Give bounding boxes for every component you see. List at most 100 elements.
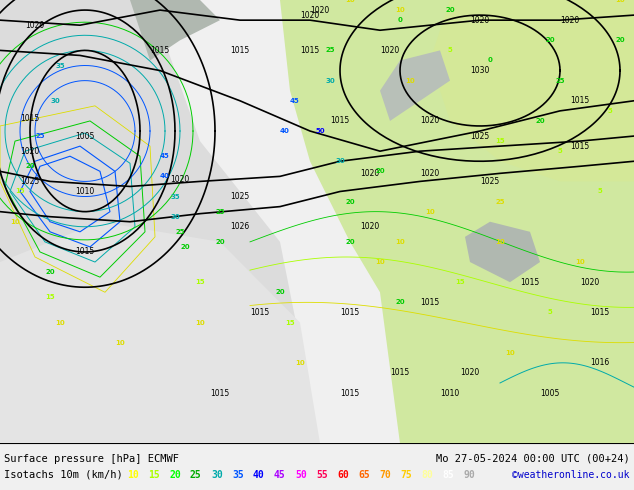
- Text: 40: 40: [253, 470, 265, 480]
- Text: 20: 20: [345, 198, 355, 204]
- Text: 30: 30: [170, 214, 180, 220]
- Text: 80: 80: [421, 470, 433, 480]
- Text: 35: 35: [170, 194, 180, 199]
- Text: 10: 10: [405, 77, 415, 84]
- Text: 1015: 1015: [420, 298, 439, 307]
- Text: 15: 15: [195, 279, 205, 285]
- Text: 1015: 1015: [230, 46, 250, 55]
- Text: 10: 10: [495, 239, 505, 245]
- Text: 1020: 1020: [470, 16, 489, 24]
- Text: 1020: 1020: [380, 46, 399, 55]
- Text: 5: 5: [607, 108, 612, 114]
- Text: 1015: 1015: [20, 115, 39, 123]
- Text: 85: 85: [442, 470, 454, 480]
- Text: 0: 0: [488, 57, 493, 64]
- Text: 1020: 1020: [360, 222, 380, 231]
- Text: 35: 35: [55, 63, 65, 69]
- Text: 25: 25: [175, 229, 184, 235]
- Text: 1015: 1015: [250, 308, 269, 317]
- Polygon shape: [430, 0, 634, 181]
- Text: 90: 90: [463, 470, 475, 480]
- Text: 40: 40: [280, 128, 290, 134]
- Text: 10: 10: [127, 470, 139, 480]
- Text: 45: 45: [274, 470, 286, 480]
- Text: 1015: 1015: [571, 142, 590, 150]
- Text: 70: 70: [379, 470, 391, 480]
- Text: 1005: 1005: [540, 389, 560, 397]
- Text: 10: 10: [55, 319, 65, 325]
- Text: 20: 20: [375, 169, 385, 174]
- Text: 5: 5: [448, 48, 453, 53]
- Text: 1020: 1020: [25, 21, 44, 30]
- Text: 1020: 1020: [171, 175, 190, 184]
- Text: 10: 10: [195, 319, 205, 325]
- Text: 20: 20: [545, 37, 555, 43]
- Text: 25: 25: [190, 470, 202, 480]
- Text: 5: 5: [598, 189, 602, 195]
- Text: 10: 10: [395, 7, 405, 13]
- Text: 10: 10: [10, 219, 20, 225]
- Text: 10: 10: [115, 340, 125, 345]
- Polygon shape: [280, 0, 634, 443]
- Text: 1015: 1015: [340, 389, 359, 397]
- Text: 1020: 1020: [420, 169, 439, 178]
- Text: 75: 75: [400, 470, 411, 480]
- Text: 40: 40: [160, 173, 170, 179]
- Text: 10: 10: [615, 0, 625, 3]
- Text: 25: 25: [216, 209, 224, 215]
- Text: 50: 50: [295, 470, 307, 480]
- Text: 1026: 1026: [230, 222, 250, 231]
- Text: 20: 20: [169, 470, 181, 480]
- Text: 1025: 1025: [481, 177, 500, 186]
- Text: 15: 15: [285, 319, 295, 325]
- Text: 1020: 1020: [301, 11, 320, 20]
- Text: 10: 10: [375, 259, 385, 265]
- Text: 10: 10: [505, 350, 515, 356]
- Text: Isotachs 10m (km/h): Isotachs 10m (km/h): [4, 470, 123, 480]
- Text: 0: 0: [398, 17, 403, 23]
- Text: 20: 20: [345, 239, 355, 245]
- Text: 20: 20: [45, 269, 55, 275]
- Text: 1015: 1015: [210, 389, 230, 397]
- Text: 10: 10: [575, 259, 585, 265]
- Text: 1005: 1005: [75, 131, 94, 141]
- Text: 10: 10: [395, 239, 405, 245]
- Text: 1020: 1020: [420, 117, 439, 125]
- Polygon shape: [380, 50, 450, 121]
- Text: 20: 20: [180, 244, 190, 250]
- Text: 20: 20: [25, 163, 35, 169]
- Text: 30: 30: [325, 77, 335, 84]
- Text: 15: 15: [455, 279, 465, 285]
- Polygon shape: [0, 222, 320, 443]
- Text: 1020: 1020: [460, 368, 480, 377]
- Text: 1020: 1020: [580, 278, 600, 287]
- Text: 25: 25: [36, 133, 45, 139]
- Text: 1015: 1015: [340, 308, 359, 317]
- Text: 1030: 1030: [470, 66, 489, 75]
- Text: 45: 45: [290, 98, 300, 104]
- Text: 10: 10: [425, 209, 435, 215]
- Text: 1010: 1010: [75, 187, 94, 196]
- Text: Surface pressure [hPa] ECMWF: Surface pressure [hPa] ECMWF: [4, 454, 179, 464]
- Text: ©weatheronline.co.uk: ©weatheronline.co.uk: [512, 470, 630, 480]
- Text: 1020: 1020: [20, 147, 39, 156]
- Text: 1015: 1015: [301, 46, 320, 55]
- Text: 65: 65: [358, 470, 370, 480]
- Text: 1020: 1020: [560, 16, 579, 24]
- Text: 10: 10: [295, 360, 305, 366]
- Text: 1015: 1015: [75, 247, 94, 256]
- Text: 1025: 1025: [230, 192, 250, 201]
- Text: 1020: 1020: [360, 169, 380, 178]
- Text: 15: 15: [495, 138, 505, 144]
- Text: 10: 10: [345, 0, 355, 3]
- Polygon shape: [0, 0, 300, 443]
- Text: 25: 25: [325, 48, 335, 53]
- Text: 5: 5: [558, 148, 562, 154]
- Text: 5: 5: [548, 309, 552, 316]
- Text: 20: 20: [395, 299, 405, 305]
- Text: 50: 50: [315, 128, 325, 134]
- Text: 20: 20: [535, 118, 545, 124]
- Text: 25: 25: [495, 198, 505, 204]
- Text: 1020: 1020: [311, 5, 330, 15]
- Text: 1015: 1015: [391, 368, 410, 377]
